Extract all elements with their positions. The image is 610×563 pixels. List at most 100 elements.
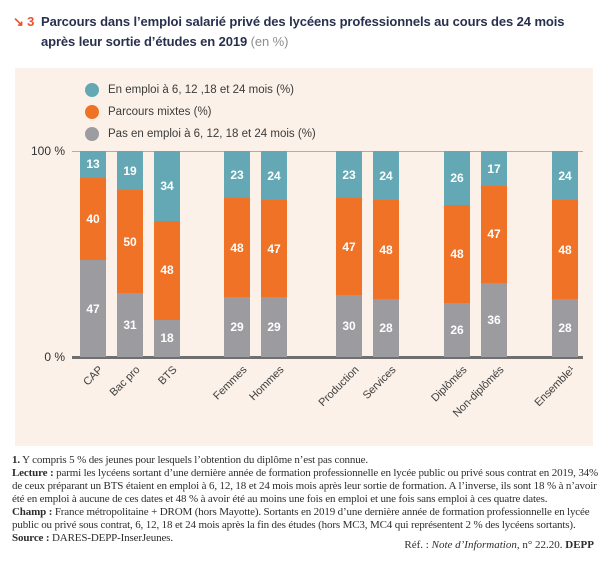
bar-value-label: 17 — [487, 161, 501, 176]
footnote-champ-text: France métropolitaine + DROM (hors Mayot… — [12, 506, 590, 531]
bar-value-label: 40 — [86, 211, 100, 226]
footnote-lecture: Lecture : parmi les lycéens sortant d’un… — [12, 467, 600, 506]
bar-segment: 28 — [552, 299, 578, 357]
bar-value-label: 18 — [160, 331, 174, 346]
bar-value-label: 28 — [558, 321, 572, 336]
footnote-source-text: DARES-DEPP-InserJeunes. — [52, 532, 173, 544]
bar-value-label: 47 — [487, 227, 501, 242]
bar-value-label: 50 — [123, 234, 137, 249]
bar-segment: 17 — [481, 151, 507, 187]
footnote-1-text: Y compris 5 % des jeunes pour lesquels l… — [22, 454, 368, 466]
bar-dipl-m-s: 26 48 26 — [444, 151, 470, 357]
reference-prefix: Réf. : — [404, 539, 432, 551]
chart-panel: En emploi à 6, 12 ,18 et 24 mois (%) Par… — [15, 68, 593, 446]
bar-segment: 29 — [224, 297, 250, 357]
bar-segment: 36 — [481, 282, 507, 357]
legend-item-not-employed: Pas en emploi à 6, 12, 18 et 24 mois (%) — [85, 123, 316, 145]
bar-segment: 29 — [261, 297, 287, 357]
bar-value-label: 30 — [342, 319, 356, 334]
x-axis-label: Ensemble¹ — [532, 364, 578, 410]
bar-segment: 24 — [261, 151, 287, 201]
bar-segment: 34 — [154, 151, 180, 222]
bar-segment: 50 — [117, 190, 143, 294]
bar-value-label: 13 — [86, 157, 100, 172]
legend-dot-gray-icon — [85, 127, 99, 141]
bar-value-label: 24 — [558, 168, 572, 183]
bar-segment: 28 — [373, 299, 399, 357]
legend-item-employed: En emploi à 6, 12 ,18 et 24 mois (%) — [85, 79, 316, 101]
gridline-100pct — [72, 151, 583, 152]
footnote-source-label: Source : — [12, 532, 50, 544]
bar-segment: 13 — [80, 151, 106, 178]
bar-segment: 40 — [80, 177, 106, 261]
bar-cap: 47 40 13 — [80, 151, 106, 357]
bar-segment: 18 — [154, 319, 180, 357]
legend: En emploi à 6, 12 ,18 et 24 mois (%) Par… — [85, 79, 316, 145]
bar-value-label: 47 — [342, 239, 356, 254]
figure-title-text: Parcours dans l’emploi salarié privé des… — [41, 12, 596, 51]
bar-production: 30 47 23 — [336, 151, 362, 357]
y-axis-label-0: 0 % — [44, 350, 65, 364]
bar-segment: 24 — [373, 151, 399, 201]
bar-segment: 23 — [336, 151, 362, 199]
bar-value-label: 24 — [379, 168, 393, 183]
bar-value-label: 26 — [450, 170, 464, 185]
bar-value-label: 31 — [123, 318, 137, 333]
bar-value-label: 48 — [450, 247, 464, 262]
legend-label: Parcours mixtes (%) — [108, 106, 212, 118]
bar-value-label: 34 — [160, 179, 174, 194]
bar-non-dipl-m-s: 36 47 17 — [481, 151, 507, 357]
footnote-champ: Champ : France métropolitaine + DROM (ho… — [12, 506, 600, 532]
bar-segment: 26 — [444, 303, 470, 357]
reference: Réf. : Note d’Information, n° 22.20. DEP… — [404, 539, 594, 551]
bar-value-label: 47 — [267, 241, 281, 256]
y-axis-label-100: 100 % — [30, 144, 65, 158]
legend-label: Pas en emploi à 6, 12, 18 et 24 mois (%) — [108, 128, 316, 140]
legend-label: En emploi à 6, 12 ,18 et 24 mois (%) — [108, 84, 295, 96]
bar-segment: 19 — [117, 151, 143, 191]
bar-ensemble-: 28 48 24 — [552, 151, 578, 357]
footnote-lecture-label: Lecture : — [12, 467, 54, 479]
footnotes: 1. Y compris 5 % des jeunes pour lesquel… — [12, 454, 600, 545]
bar-segment: 23 — [224, 151, 250, 199]
footnote-1-label: 1. — [12, 454, 20, 466]
figure-title-unit: (en %) — [250, 33, 289, 49]
bar-segment: 48 — [552, 200, 578, 300]
bar-value-label: 28 — [379, 321, 393, 336]
reference-publisher: DEPP — [565, 539, 594, 551]
bar-segment: 47 — [481, 186, 507, 283]
bar-value-label: 29 — [267, 320, 281, 335]
page-title: ↘ 3 Parcours dans l’emploi salarié privé… — [13, 12, 596, 51]
bar-segment: 30 — [336, 295, 362, 357]
reference-title: Note d’Information — [431, 539, 517, 551]
bar-value-label: 29 — [230, 320, 244, 335]
x-axis-line — [72, 356, 583, 359]
reference-number: , n° 22.20. — [516, 539, 566, 551]
bar-value-label: 26 — [450, 323, 464, 338]
legend-dot-orange-icon — [85, 105, 99, 119]
footnote-champ-label: Champ : — [12, 506, 53, 518]
bar-value-label: 48 — [379, 242, 393, 257]
bar-bts: 18 48 34 — [154, 151, 180, 357]
bar-segment: 31 — [117, 293, 143, 357]
bar-segment: 48 — [224, 198, 250, 298]
bar-value-label: 23 — [342, 167, 356, 182]
legend-dot-teal-icon — [85, 83, 99, 97]
bar-segment: 48 — [373, 200, 399, 300]
bar-bac-pro: 31 50 19 — [117, 151, 143, 357]
figure-title-main: Parcours dans l’emploi salarié privé des… — [41, 14, 565, 49]
bar-segment: 47 — [336, 198, 362, 296]
bar-segment: 48 — [154, 221, 180, 320]
bar-segment: 24 — [552, 151, 578, 201]
bar-femmes: 29 48 23 — [224, 151, 250, 357]
bar-value-label: 48 — [230, 240, 244, 255]
bar-segment: 47 — [80, 260, 106, 357]
footnote-1: 1. Y compris 5 % des jeunes pour lesquel… — [12, 454, 600, 467]
bar-value-label: 48 — [558, 242, 572, 257]
bar-value-label: 48 — [160, 263, 174, 278]
bar-value-label: 19 — [123, 163, 137, 178]
bar-services: 28 48 24 — [373, 151, 399, 357]
bar-value-label: 47 — [86, 301, 100, 316]
plot-area: 47 40 13 CAP 31 50 19 Bac pro 18 48 34 BTS 29 48 23 Fem… — [72, 151, 583, 420]
figure-number-marker: ↘ 3 — [13, 14, 35, 29]
